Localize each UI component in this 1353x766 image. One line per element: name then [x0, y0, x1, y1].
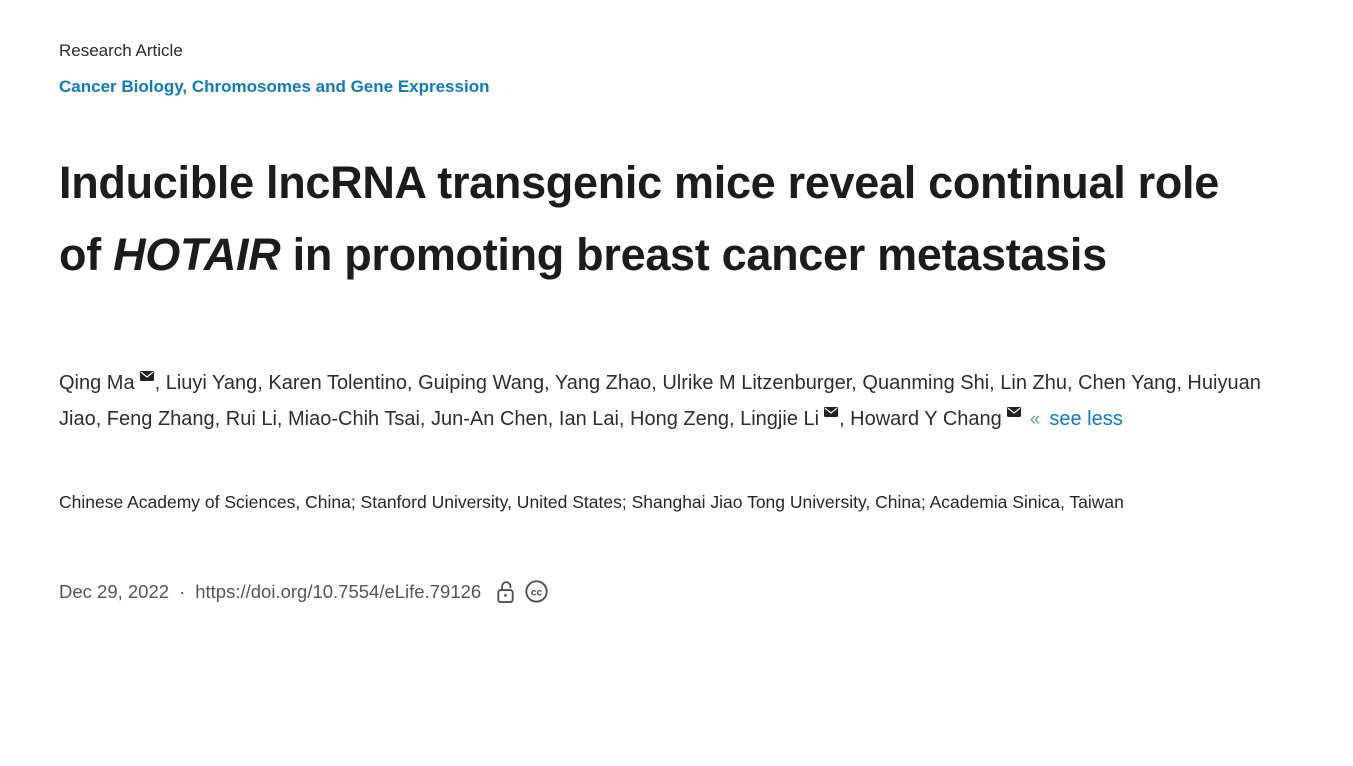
envelope-icon[interactable]	[1006, 407, 1021, 418]
see-less-link[interactable]: see less	[1049, 408, 1123, 431]
envelope-icon[interactable]	[139, 371, 154, 382]
affiliations-text: Chinese Academy of Sciences, China; Stan…	[59, 492, 1124, 513]
collapse-chevrons[interactable]: «	[1029, 409, 1041, 431]
title-text-after: in promoting breast cancer metastasis	[280, 229, 1107, 281]
author-list: Qing Ma, Liuyi Yang, Karen Tolentino, Gu…	[59, 365, 1287, 438]
separator-dot: ·	[179, 580, 186, 602]
meta-row: Dec 29, 2022 · https://doi.org/10.7554/e…	[59, 579, 1303, 605]
author-name-group[interactable]: , Howard Y Chang	[839, 408, 1002, 431]
article-title: Inducible lncRNA transgenic mice reveal …	[59, 147, 1254, 291]
title-gene-name-italic: HOTAIR	[113, 229, 281, 281]
envelope-icon[interactable]	[824, 407, 839, 418]
open-access-unlock-icon[interactable]	[494, 579, 517, 605]
publication-date: Dec 29, 2022	[59, 580, 170, 602]
author-name-group[interactable]: , Liuyi Yang, Karen Tolentino, Guiping W…	[59, 372, 1261, 431]
article-type-label: Research Article	[59, 41, 183, 60]
author-name-group[interactable]: Qing Ma	[59, 372, 135, 395]
cc-glyph: cc	[531, 588, 543, 599]
doi-link[interactable]: https://doi.org/10.7554/eLife.79126	[195, 580, 482, 602]
article-header: Research Article Cancer Biology, Chromos…	[59, 41, 1303, 605]
subject-links[interactable]: Cancer Biology, Chromosomes and Gene Exp…	[59, 77, 490, 97]
creative-commons-icon[interactable]: cc	[524, 579, 549, 604]
title-text-before: Inducible lncRNA transgenic mice reveal …	[59, 157, 1219, 281]
